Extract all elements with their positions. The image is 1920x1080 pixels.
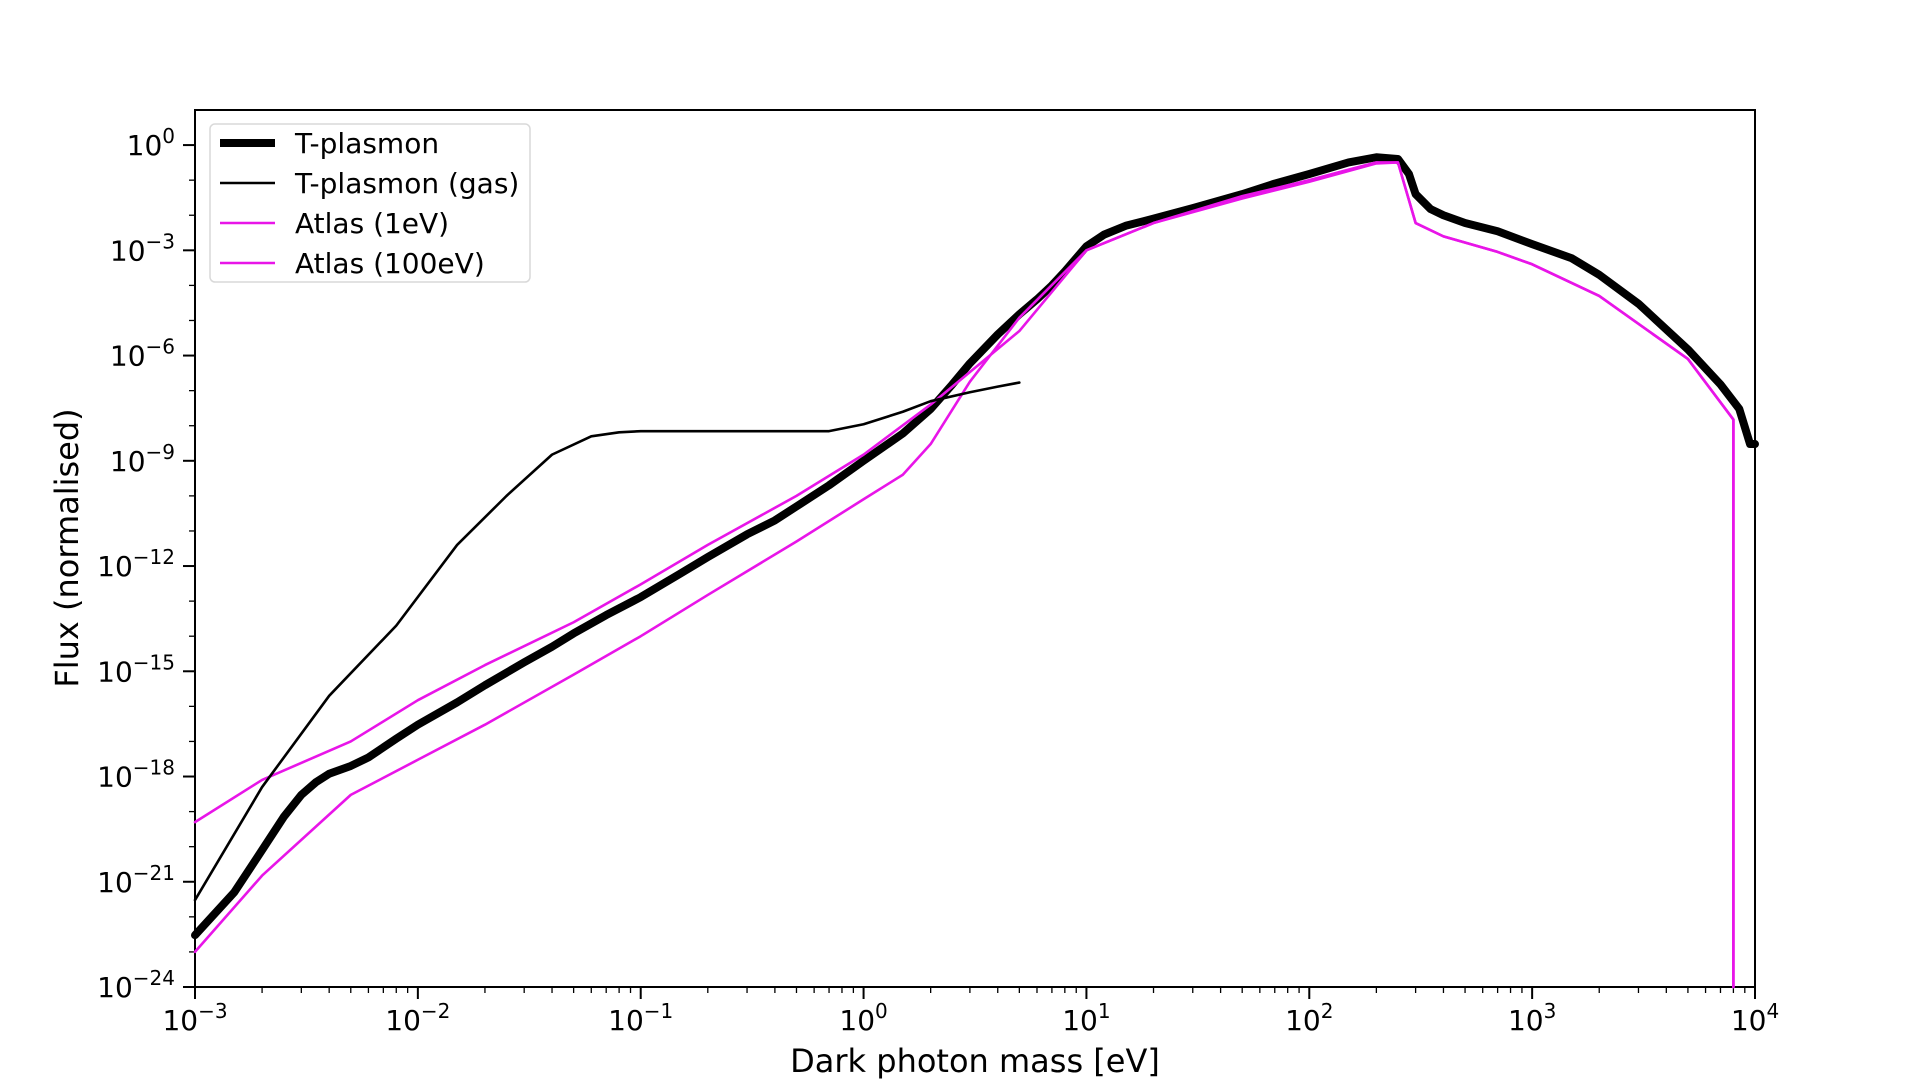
y-tick-label-base-8: 10 <box>97 971 133 1004</box>
y-tick-label-base-5: 10 <box>97 655 133 688</box>
ticks-group: 10−3 10−2 10−1 100 101 102 103 10410010−310−610… <box>97 124 1779 1037</box>
y-tick-label-base-6: 10 <box>97 761 133 794</box>
y-tick-label-exponent-6: −18 <box>133 756 175 780</box>
legend-label-2: Atlas (1eV) <box>295 207 449 240</box>
x-axis-label: Dark photon mass [eV] <box>790 1042 1160 1080</box>
y-tick-label-6: 10−18 <box>97 756 175 794</box>
y-tick-label-exponent-1: −3 <box>146 229 175 253</box>
y-tick-label-base-4: 10 <box>97 550 133 583</box>
legend: T-plasmon T-plasmon (gas) Atlas (1eV) Atlas… <box>209 123 531 283</box>
x-tick-label-exponent-2: −1 <box>644 999 673 1023</box>
y-axis-label: Flux (normalised) <box>48 408 86 687</box>
x-tick-label-exponent-1: −2 <box>421 999 450 1023</box>
x-tick-label-3: 100 <box>839 999 887 1037</box>
x-tick-label-base-3: 10 <box>839 1004 875 1037</box>
y-tick-label-5: 10−15 <box>97 650 175 688</box>
x-tick-label-base-0: 10 <box>162 1004 198 1037</box>
x-tick-label-4: 101 <box>1062 999 1110 1037</box>
legend-label-3: Atlas (100eV) <box>295 247 485 280</box>
y-tick-label-4: 10−12 <box>97 545 175 583</box>
y-tick-label-exponent-2: −6 <box>146 335 175 359</box>
y-tick-label-base-2: 10 <box>110 340 146 373</box>
y-tick-label-exponent-8: −24 <box>133 966 175 990</box>
x-tick-label-5: 102 <box>1285 999 1333 1037</box>
y-tick-label-exponent-0: 0 <box>162 124 175 148</box>
x-tick-label-exponent-0: −3 <box>198 999 227 1023</box>
x-tick-label-exponent-6: 3 <box>1544 999 1557 1023</box>
x-tick-label-base-5: 10 <box>1285 1004 1321 1037</box>
y-tick-label-1: 10−3 <box>110 229 175 267</box>
y-tick-label-exponent-3: −9 <box>146 440 175 464</box>
x-tick-label-base-2: 10 <box>608 1004 644 1037</box>
y-tick-label-3: 10−9 <box>110 440 175 478</box>
y-tick-label-2: 10−6 <box>110 335 175 373</box>
x-tick-label-6: 103 <box>1508 999 1556 1037</box>
x-tick-label-exponent-4: 1 <box>1098 999 1111 1023</box>
x-tick-label-base-1: 10 <box>385 1004 421 1037</box>
y-tick-label-7: 10−21 <box>97 861 175 899</box>
y-tick-label-exponent-5: −15 <box>133 650 175 674</box>
x-tick-label-base-4: 10 <box>1062 1004 1098 1037</box>
x-tick-label-exponent-7: 4 <box>1766 999 1779 1023</box>
x-tick-label-exponent-3: 0 <box>875 999 888 1023</box>
series-line-t-plasmon <box>191 153 1759 940</box>
x-tick-label-base-7: 10 <box>1731 1004 1767 1037</box>
series-line-atlas-100ev <box>193 161 1735 989</box>
y-tick-label-exponent-4: −12 <box>133 545 175 569</box>
y-tick-label-base-0: 10 <box>127 129 163 162</box>
x-tick-label-exponent-5: 2 <box>1321 999 1334 1023</box>
series-line-t-plasmon-gas <box>193 381 1021 902</box>
plot-frame <box>194 109 1756 988</box>
y-tick-label-base-1: 10 <box>110 234 146 267</box>
y-tick-label-base-7: 10 <box>97 866 133 899</box>
legend-label-1: T-plasmon (gas) <box>294 167 519 200</box>
x-tick-label-base-6: 10 <box>1508 1004 1544 1037</box>
x-tick-label-2: 10−1 <box>608 999 673 1037</box>
x-tick-label-7: 104 <box>1731 999 1779 1037</box>
series-group <box>191 153 1759 989</box>
legend-label-0: T-plasmon <box>294 127 439 160</box>
x-tick-label-0: 10−3 <box>162 999 227 1037</box>
y-tick-label-base-3: 10 <box>110 445 146 478</box>
x-tick-label-1: 10−2 <box>385 999 450 1037</box>
y-tick-label-0: 100 <box>127 124 175 162</box>
y-tick-label-8: 10−24 <box>97 966 175 1004</box>
legend-box <box>209 123 531 283</box>
y-tick-label-exponent-7: −21 <box>133 861 175 885</box>
